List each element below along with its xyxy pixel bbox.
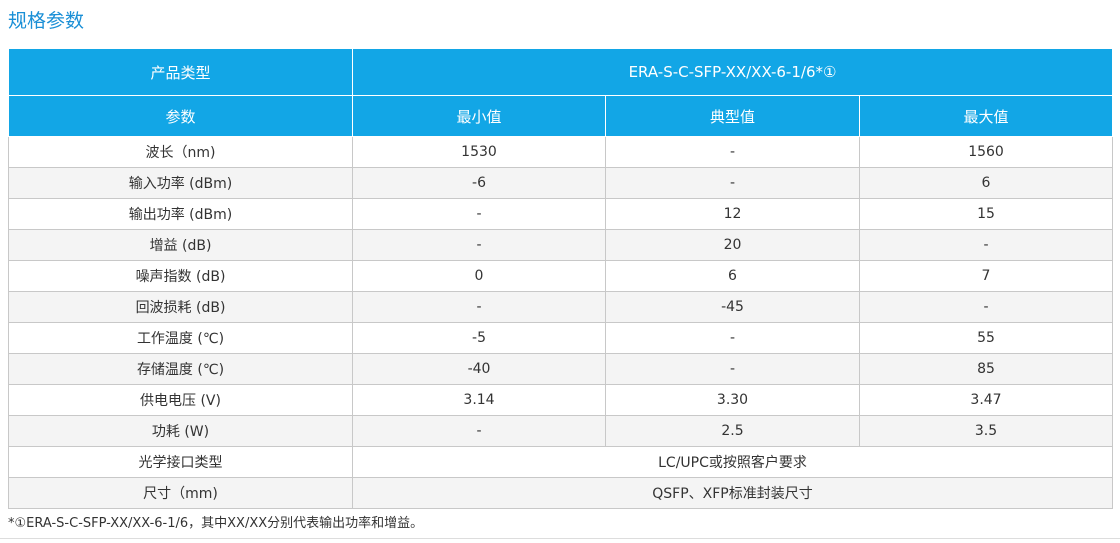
cell-min: 1530 — [352, 136, 606, 168]
cell-max: 6 — [858, 167, 1114, 199]
table-row: 光学接口类型 LC/UPC或按照客户要求 — [8, 446, 1114, 478]
cell-merged-value: LC/UPC或按照客户要求 — [351, 446, 1114, 478]
table-header-row: 产品类型 ERA-S-C-SFP-XX/XX-6-1/6*① — [8, 48, 1114, 96]
spec-table: 产品类型 ERA-S-C-SFP-XX/XX-6-1/6*① 参数 最小值 典型… — [8, 48, 1114, 509]
cell-min: - — [352, 415, 606, 447]
table-row: 工作温度 (℃) -5-55 — [8, 322, 1114, 354]
table-row: 尺寸（mm) QSFP、XFP标准封装尺寸 — [8, 477, 1114, 509]
cell-typ: - — [605, 322, 860, 354]
table-row: 回波损耗 (dB) - -45- — [8, 291, 1114, 323]
product-type-label: 产品类型 — [8, 48, 353, 96]
cell-min: 3.14 — [352, 384, 606, 416]
cell-param: 输入功率 (dBm) — [8, 167, 353, 199]
table-row: 供电电压 (V) 3.14 3.30 3.47 — [8, 384, 1114, 416]
cell-typ: - — [605, 353, 860, 385]
section-title: 规格参数 — [8, 10, 85, 32]
cell-param: 工作温度 (℃) — [8, 322, 353, 354]
cell-max: - — [858, 229, 1114, 261]
table-row: 存储温度 (℃) -40-85 — [8, 353, 1114, 385]
footnote: *①ERA-S-C-SFP-XX/XX-6-1/6，其中XX/XX分别代表输出功… — [8, 516, 424, 531]
cell-param: 波长（nm) — [8, 136, 353, 168]
cell-typ: 6 — [605, 260, 860, 292]
cell-param: 供电电压 (V) — [8, 384, 353, 416]
cell-min: - — [352, 291, 606, 323]
cell-typ: 3.30 — [605, 384, 860, 416]
cell-max: 55 — [858, 322, 1114, 354]
cell-min: -6 — [352, 167, 606, 199]
cell-min: -5 — [352, 322, 606, 354]
cell-typ: 12 — [605, 198, 860, 230]
product-type-value: ERA-S-C-SFP-XX/XX-6-1/6*① — [351, 48, 1114, 96]
cell-typ: 20 — [605, 229, 860, 261]
cell-max: 3.5 — [858, 415, 1114, 447]
cell-param: 存储温度 (℃) — [8, 353, 353, 385]
cell-max: 85 — [858, 353, 1114, 385]
table-row: 波长（nm) 1530-1560 — [8, 136, 1114, 168]
cell-merged-value: QSFP、XFP标准封装尺寸 — [351, 477, 1114, 509]
cell-param: 功耗 (W) — [8, 415, 353, 447]
table-row: 噪声指数 (dB) 0 6 7 — [8, 260, 1114, 292]
cell-typ: 2.5 — [605, 415, 860, 447]
cell-max: 7 — [858, 260, 1114, 292]
cell-typ: -45 — [605, 291, 860, 323]
cell-max: - — [858, 291, 1114, 323]
param-header: 参数 — [8, 95, 353, 137]
cell-param: 尺寸（mm) — [8, 477, 353, 509]
cell-min: 0 — [352, 260, 606, 292]
cell-max: 15 — [858, 198, 1114, 230]
column-header-row: 参数 最小值 典型值 最大值 — [8, 95, 1114, 137]
max-header: 最大值 — [858, 95, 1114, 137]
min-header: 最小值 — [352, 95, 606, 137]
cell-typ: - — [605, 136, 860, 168]
table-row: 增益 (dB) -20- — [8, 229, 1114, 261]
cell-min: -40 — [352, 353, 606, 385]
cell-max: 3.47 — [858, 384, 1114, 416]
cell-max: 1560 — [858, 136, 1114, 168]
cell-param: 输出功率 (dBm) — [8, 198, 353, 230]
cell-param: 增益 (dB) — [8, 229, 353, 261]
table-row: 输入功率 (dBm) -6-6 — [8, 167, 1114, 199]
divider — [0, 538, 1120, 539]
cell-min: - — [352, 198, 606, 230]
cell-param: 回波损耗 (dB) — [8, 291, 353, 323]
cell-param: 光学接口类型 — [8, 446, 353, 478]
table-row: 功耗 (W) -2.5 3.5 — [8, 415, 1114, 447]
table-row: 输出功率 (dBm) -12 15 — [8, 198, 1114, 230]
cell-min: - — [352, 229, 606, 261]
cell-param: 噪声指数 (dB) — [8, 260, 353, 292]
cell-typ: - — [605, 167, 860, 199]
typ-header: 典型值 — [605, 95, 860, 137]
